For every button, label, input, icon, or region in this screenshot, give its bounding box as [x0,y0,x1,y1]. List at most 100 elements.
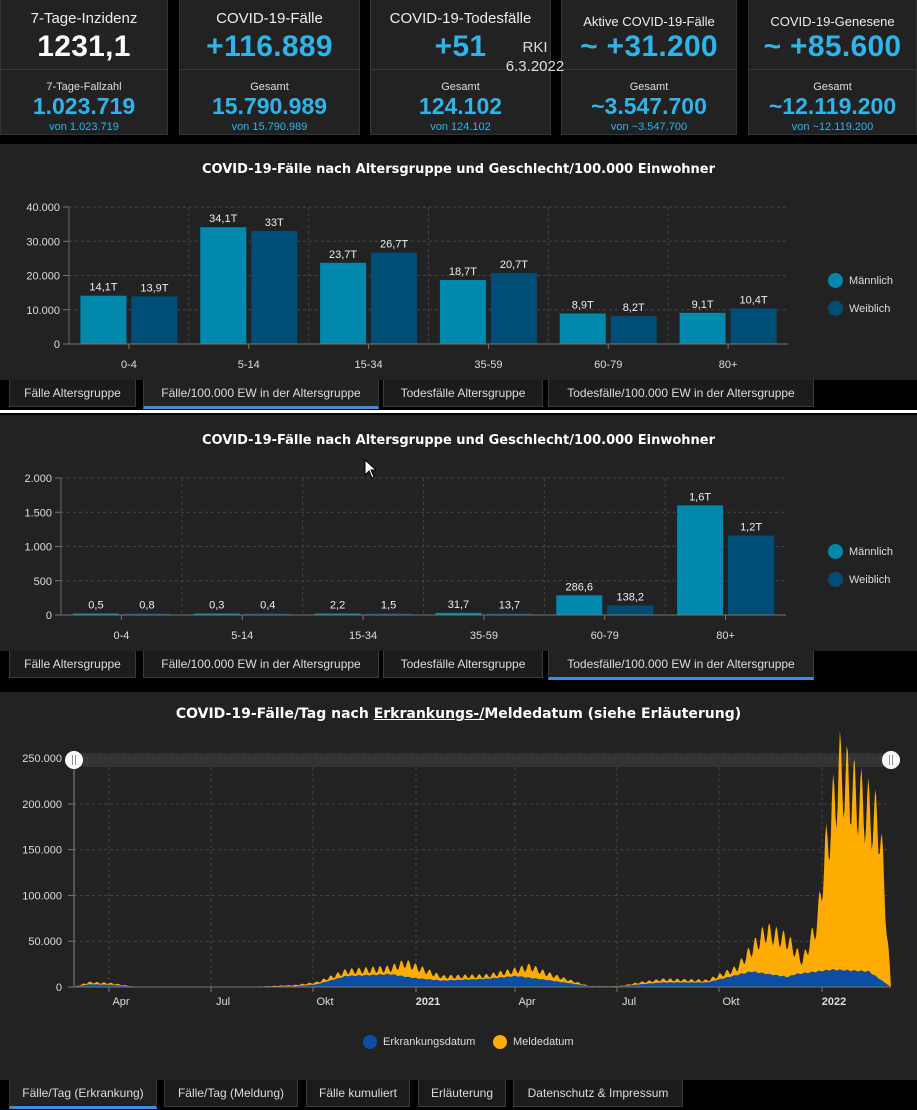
legend-dot-orange-icon [493,1035,507,1049]
x-tick-label: Okt [316,996,333,1008]
tab-f-lle-altersgruppe[interactable]: Fälle Altersgruppe [9,651,136,678]
bar-male-0-4[interactable] [72,613,119,616]
y-tick-label: 0 [46,610,52,622]
handle-grip-icon[interactable] [882,751,900,769]
divider [0,410,917,413]
bar-female-0-4[interactable] [123,613,170,616]
bar-value-label: 1,5 [381,600,396,612]
x-tick-label: 35-59 [474,359,502,371]
kpi-total-small: von 124.102 [430,121,491,133]
tab-datenschutz-impressum[interactable]: Datenschutz & Impressum [513,1080,683,1107]
bar-male-80+[interactable] [679,312,726,344]
legend-item-female[interactable]: Weiblich [828,301,890,316]
kpi-sublabel: Gesamt [441,81,480,93]
tab-todesf-lle-altersgruppe[interactable]: Todesfälle Altersgruppe [383,651,543,678]
y-tick-label: 20.000 [26,271,60,283]
legend-item-female[interactable]: Weiblich [828,572,890,587]
tab-todesf-lle-altersgruppe[interactable]: Todesfälle Altersgruppe [383,380,543,407]
x-tick-label: 60-79 [591,630,619,642]
handle-grip-icon[interactable] [65,751,83,769]
bar-female-80+[interactable] [730,308,777,344]
bar-female-5-14[interactable] [251,230,298,344]
kpi-total-small: von ~3.547.700 [610,121,688,133]
bar-value-label: 13,7 [499,600,520,612]
x-tick-label: 5-14 [238,359,260,371]
tab-todesf-lle-100-000-ew-in-der-altersgruppe[interactable]: Todesfälle/100.000 EW in der Altersgrupp… [548,651,814,680]
bar-male-35-59[interactable] [435,612,482,615]
bar-male-5-14[interactable] [200,227,247,344]
legend-label: Meldedatum [513,1036,574,1048]
legend-item-male[interactable]: Männlich [828,544,893,559]
bar-value-label: 0,3 [209,600,224,612]
tab-f-lle-kumuliert[interactable]: Fälle kumuliert [306,1080,410,1107]
range-slider-track[interactable] [70,753,895,767]
tab-f-lle-100-000-ew-in-der-altersgruppe[interactable]: Fälle/100.000 EW in der Altersgruppe [143,651,379,678]
kpi-label: 7-Tage-Inzidenz [30,10,138,27]
x-tick-label: 0-4 [113,630,129,642]
kpi-top: COVID-19-Todesfälle +51 [371,0,550,70]
y-tick-label: 100.000 [22,890,62,902]
bar-value-label: 23,7T [329,249,357,261]
kpi-card: Aktive COVID-19-Fälle ~ +31.200 Gesamt ~3.5… [561,0,737,135]
y-tick-label: 40.000 [26,202,60,214]
x-tick-label: 5-14 [231,630,253,642]
bar-male-5-14[interactable] [193,613,240,616]
bar-female-35-59[interactable] [486,613,533,616]
bar-female-15-34[interactable] [371,252,418,344]
bar-female-60-79[interactable] [610,315,657,344]
tab-f-lle-100-000-ew-in-der-altersgruppe[interactable]: Fälle/100.000 EW in der Altersgruppe [143,380,379,409]
legend-label: Erkrankungsdatum [383,1036,476,1048]
tab-f-lle-altersgruppe[interactable]: Fälle Altersgruppe [9,380,136,407]
bar-value-label: 14,1T [89,282,117,294]
chart-title: COVID-19-Fälle nach Altersgruppe und Ges… [201,433,716,448]
bar-male-60-79[interactable] [559,313,606,344]
daily-cases-panel: COVID-19-Fälle/Tag nach Erkrankungs-/Mel… [0,692,917,1080]
kpi-value: +116.889 [206,30,333,63]
erkrankung-link[interactable]: Erkrankungs-/ [373,706,485,722]
bar-value-label: 286,6 [565,581,593,593]
bar-female-0-4[interactable] [131,296,178,344]
bar-value-label: 20,7T [500,259,528,271]
range-handle-right[interactable] [882,751,900,769]
bar-male-35-59[interactable] [439,279,486,344]
tab-todesf-lle-100-000-ew-in-der-altersgruppe[interactable]: Todesfälle/100.000 EW in der Altersgrupp… [548,380,814,407]
legend-item-male[interactable]: Männlich [828,273,893,288]
bar-female-35-59[interactable] [490,273,537,344]
chart-title: COVID-19-Fälle/Tag nach Erkrankungs-/Mel… [0,706,917,722]
bar-value-label: 10,4T [740,294,768,306]
tab-f-lle-tag-erkrankung-[interactable]: Fälle/Tag (Erkrankung) [9,1080,157,1109]
bar-female-15-34[interactable] [365,613,412,616]
bar-female-80+[interactable] [728,535,775,615]
legend-item-meldedatum[interactable]: Meldedatum [493,1035,574,1049]
legend-item-erkrankungsdatum[interactable]: Erkrankungsdatum [363,1035,475,1049]
kpi-label: COVID-19-Todesfälle [389,10,532,27]
y-tick-label: 250.000 [22,753,62,765]
bar-male-15-34[interactable] [320,262,367,344]
bar-female-60-79[interactable] [607,605,654,615]
bar-value-label: 8,2T [623,302,645,314]
bar-value-label: 18,7T [449,266,477,278]
tab-f-lle-tag-meldung-[interactable]: Fälle/Tag (Meldung) [164,1080,298,1107]
x-tick-label: 2022 [822,996,846,1008]
legend-label: Männlich [849,545,894,558]
bar-male-15-34[interactable] [314,613,361,616]
x-tick-label: 15-34 [355,359,383,371]
bar-male-0-4[interactable] [80,295,127,344]
kpi-value: 1231,1 [37,30,131,63]
x-tick-label: Apr [518,996,535,1008]
age-chart-panel-1: COVID-19-Fälle nach Altersgruppe und Ges… [0,144,917,380]
range-handle-left[interactable] [65,751,83,769]
age-chart-panel-2: COVID-19-Fälle nach Altersgruppe und Ges… [0,415,917,651]
bar-female-5-14[interactable] [244,613,291,616]
legend-dot-blue-icon [363,1035,377,1049]
area-meldedatum [74,730,891,987]
tab-erl-uterung[interactable]: Erläuterung [418,1080,506,1107]
bar-male-80+[interactable] [677,505,724,615]
y-tick-label: 10.000 [26,305,60,317]
kpi-card: 7-Tage-Inzidenz 1231,1 7-Tage-Fallzahl 1.02… [0,0,168,135]
y-tick-label: 500 [34,576,52,588]
x-tick-label: 80+ [719,359,738,371]
bar-male-60-79[interactable] [556,595,603,615]
age-chart-tabs-1: Fälle Altersgruppe Fälle/100.000 EW in de… [0,380,917,410]
kpi-total: ~12.119.200 [768,93,897,119]
